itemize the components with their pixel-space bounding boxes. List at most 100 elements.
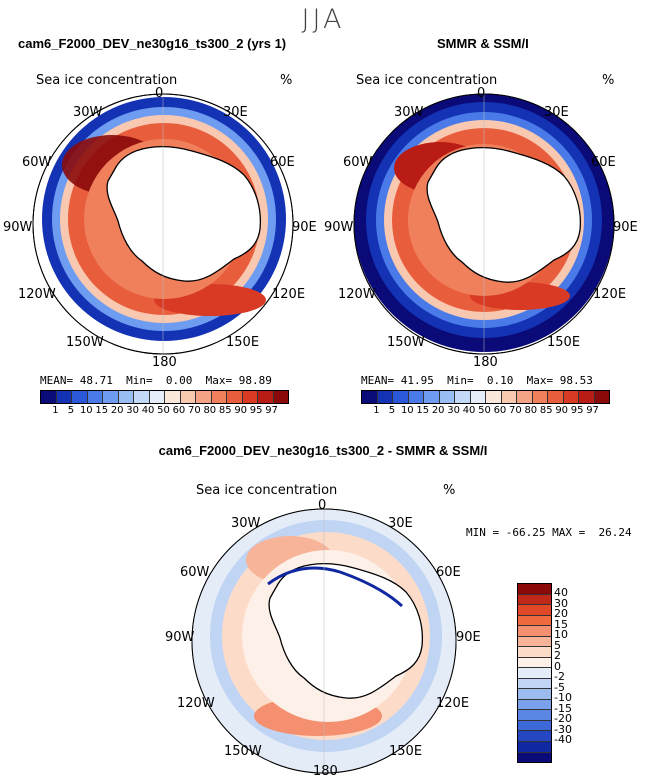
obs-lon-180: 180 xyxy=(473,355,498,370)
colorbar-swatch xyxy=(424,391,440,403)
diff-colorbar-swatch xyxy=(518,668,551,679)
obs-lon-0: 0 xyxy=(477,86,486,101)
obs-lon-90w: 90W xyxy=(324,220,354,235)
diff-lon-120w: 120W xyxy=(177,696,215,711)
colorbar-tick-label: 90 xyxy=(555,405,569,416)
colorbar-swatch xyxy=(393,391,409,403)
colorbar-tick-label: 5 xyxy=(67,405,75,416)
colorbar-swatch xyxy=(134,391,150,403)
obs-lon-150w: 150W xyxy=(387,335,425,350)
model-stats: MEAN= 48.71 Min= 0.00 Max= 98.89 xyxy=(40,374,272,387)
colorbar-swatch xyxy=(149,391,165,403)
obs-lon-30e: 30E xyxy=(544,105,569,120)
colorbar-swatch xyxy=(56,391,72,403)
diff-colorbar-tick-label: 20 xyxy=(554,607,568,621)
model-lon-150w: 150W xyxy=(66,335,104,350)
obs-lon-120e: 120E xyxy=(593,287,627,302)
colorbar-swatch xyxy=(273,391,288,403)
colorbar-swatch xyxy=(439,391,455,403)
diff-lon-120e: 120E xyxy=(436,696,470,711)
diff-colorbar-swatch xyxy=(518,699,551,711)
model-lon-150e: 150E xyxy=(226,335,260,350)
colorbar-tick-label: 80 xyxy=(203,405,217,416)
colorbar-tick-label: 30 xyxy=(126,405,139,416)
diff-colorbar-swatch xyxy=(518,636,551,648)
colorbar-tick-label: 90 xyxy=(234,405,248,416)
diff-units-label: % xyxy=(443,483,456,498)
colorbar-swatch xyxy=(196,391,212,403)
colorbar-swatch xyxy=(87,391,103,403)
model-lon-60e: 60E xyxy=(270,155,295,170)
diff-minmax: MIN = -66.25 MAX = 26.24 xyxy=(466,526,632,539)
diff-colorbar-swatch xyxy=(518,678,551,690)
model-map xyxy=(32,93,294,355)
colorbar-tick-label: 85 xyxy=(539,405,553,416)
colorbar-swatch xyxy=(72,391,88,403)
colorbar-swatch xyxy=(548,391,564,403)
colorbar-swatch xyxy=(242,391,258,403)
colorbar-swatch xyxy=(211,391,227,403)
colorbar-swatch xyxy=(532,391,548,403)
obs-lon-150e: 150E xyxy=(547,335,581,350)
diff-lon-150e: 150E xyxy=(389,744,423,759)
colorbar-tick-label: 50 xyxy=(478,405,491,416)
diff-colorbar xyxy=(517,583,552,763)
diff-lon-90e: 90E xyxy=(456,630,481,645)
diff-lon-90w: 90W xyxy=(165,630,195,645)
model-units-label: % xyxy=(280,73,293,88)
colorbar-tick-label: 95 xyxy=(570,405,584,416)
colorbar-swatch xyxy=(227,391,243,403)
model-lon-60w: 60W xyxy=(22,155,52,170)
obs-lon-120w: 120W xyxy=(338,287,376,302)
colorbar-swatch xyxy=(501,391,517,403)
diff-colorbar-swatch xyxy=(518,605,551,616)
obs-stats: MEAN= 41.95 Min= 0.10 Max= 98.53 xyxy=(361,374,593,387)
diff-colorbar-tick-label: 15 xyxy=(554,617,568,631)
obs-lon-60w: 60W xyxy=(343,155,373,170)
colorbar-swatch xyxy=(41,391,57,403)
diff-colorbar-tick-label: -15 xyxy=(554,701,572,715)
diff-colorbar-tick-label: -10 xyxy=(554,691,572,705)
colorbar-tick-label: 15 xyxy=(416,405,430,416)
obs-variable-label: Sea ice concentration xyxy=(356,73,498,88)
diff-colorbar-swatch xyxy=(518,657,551,669)
diff-panel-title: cam6_F2000_DEV_ne30g16_ts300_2 - SMMR & … xyxy=(158,443,488,458)
diff-colorbar-tick-label: 0 xyxy=(554,659,561,673)
model-lon-120w: 120W xyxy=(18,287,56,302)
colorbar-tick-label: 85 xyxy=(218,405,232,416)
obs-lon-90e: 90E xyxy=(613,220,638,235)
diff-lon-30e: 30E xyxy=(388,516,413,531)
model-colorbar-ticks: 1 5 10 15 20 30 40 50 60 70 80 85 90 95 97 xyxy=(40,405,287,417)
diff-colorbar-swatch xyxy=(518,594,551,606)
colorbar-tick-label: 10 xyxy=(79,405,93,416)
colorbar-tick-label: 20 xyxy=(110,405,124,416)
obs-colorbar xyxy=(361,390,610,404)
colorbar-swatch xyxy=(118,391,134,403)
colorbar-swatch xyxy=(486,391,502,403)
diff-colorbar-swatch xyxy=(518,731,551,742)
model-lon-0: 0 xyxy=(155,86,164,101)
season-title: JJA xyxy=(301,4,345,35)
model-variable-label: Sea ice concentration xyxy=(36,73,178,88)
model-lon-90w: 90W xyxy=(3,220,33,235)
colorbar-tick-label: 1 xyxy=(52,405,59,416)
diff-colorbar-swatch xyxy=(518,689,551,700)
colorbar-swatch xyxy=(455,391,471,403)
diff-colorbar-swatch xyxy=(518,720,551,732)
diff-variable-label: Sea ice concentration xyxy=(196,483,338,498)
colorbar-swatch xyxy=(165,391,181,403)
diff-colorbar-tick-label: -5 xyxy=(554,680,565,694)
colorbar-tick-label: 1 xyxy=(373,405,380,416)
colorbar-swatch xyxy=(258,391,274,403)
diff-colorbar-swatch xyxy=(518,647,551,658)
model-lon-120e: 120E xyxy=(272,287,306,302)
obs-units-label: % xyxy=(602,73,615,88)
colorbar-swatch xyxy=(470,391,486,403)
diff-lon-30w: 30W xyxy=(231,516,261,531)
diff-colorbar-swatch xyxy=(518,584,551,595)
diff-colorbar-swatch xyxy=(518,741,551,753)
obs-lon-60e: 60E xyxy=(591,155,616,170)
diff-colorbar-tick-label: -40 xyxy=(554,733,572,747)
diff-colorbar-swatch xyxy=(518,752,551,763)
